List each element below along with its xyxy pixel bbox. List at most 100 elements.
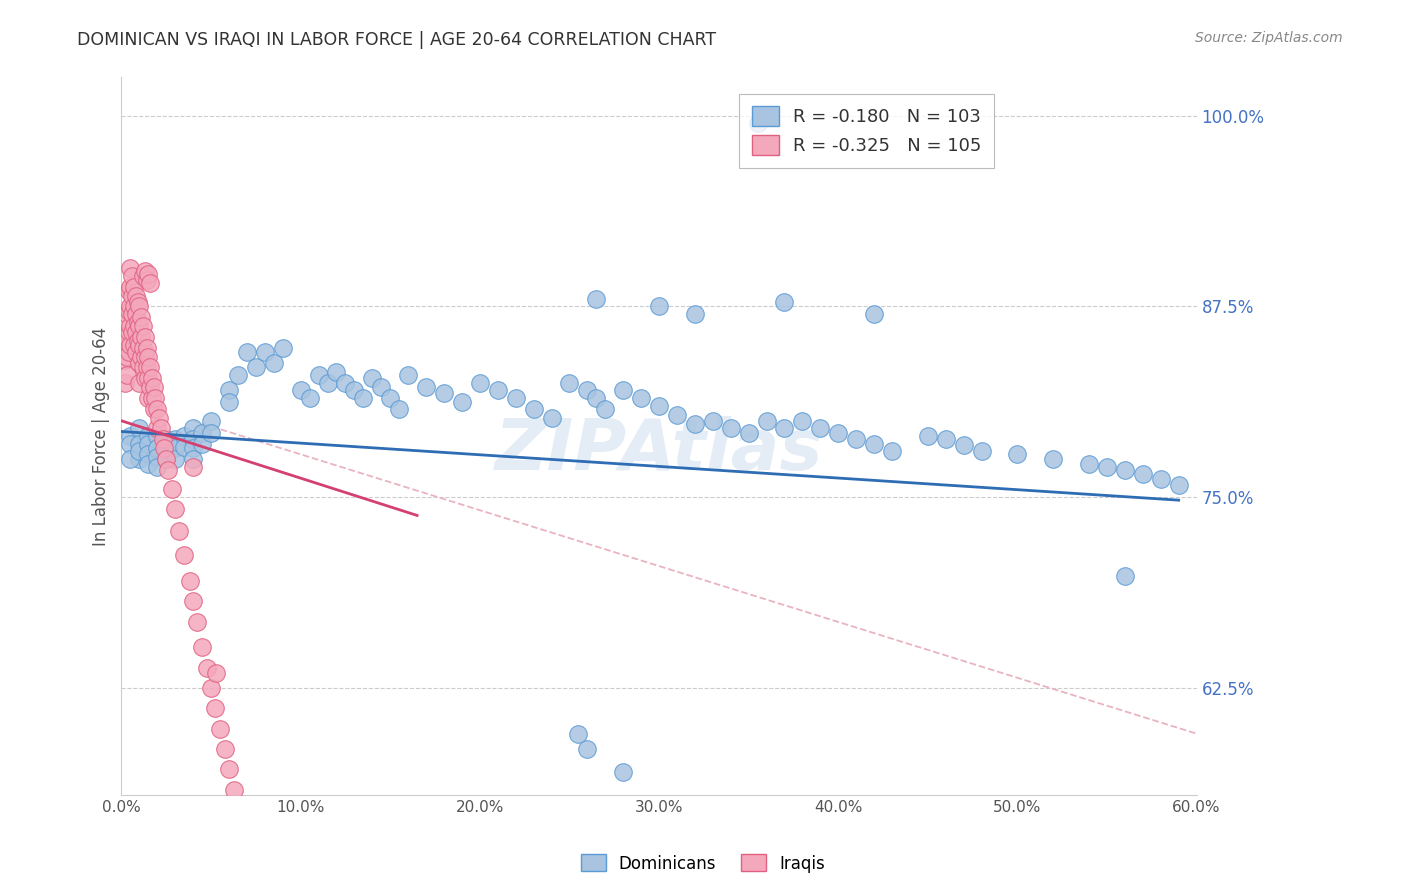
Point	[134, 330, 156, 344]
Point	[218, 762, 240, 776]
Point	[720, 421, 742, 435]
Point	[388, 401, 411, 416]
Point	[335, 376, 357, 390]
Point	[191, 436, 214, 450]
Point	[1078, 457, 1101, 471]
Point	[173, 440, 195, 454]
Point	[117, 284, 139, 298]
Point	[181, 432, 204, 446]
Point	[1150, 472, 1173, 486]
Point	[204, 700, 226, 714]
Point	[120, 436, 142, 450]
Point	[173, 429, 195, 443]
Point	[139, 360, 162, 375]
Point	[245, 360, 267, 375]
Point	[145, 391, 167, 405]
Point	[128, 452, 150, 467]
Point	[121, 288, 143, 302]
Point	[117, 304, 139, 318]
Point	[863, 436, 886, 450]
Point	[132, 341, 155, 355]
Point	[115, 368, 138, 382]
Point	[970, 444, 993, 458]
Point	[134, 371, 156, 385]
Point	[352, 391, 374, 405]
Point	[361, 371, 384, 385]
Point	[117, 326, 139, 340]
Point	[146, 401, 169, 416]
Point	[200, 425, 222, 440]
Point	[136, 391, 159, 405]
Point	[186, 615, 208, 630]
Point	[115, 330, 138, 344]
Point	[120, 452, 142, 467]
Point	[665, 408, 688, 422]
Point	[120, 279, 142, 293]
Point	[702, 414, 724, 428]
Point	[558, 376, 581, 390]
Point	[120, 429, 142, 443]
Point	[935, 432, 957, 446]
Point	[808, 421, 831, 435]
Point	[115, 307, 138, 321]
Point	[136, 457, 159, 471]
Point	[917, 429, 939, 443]
Point	[148, 410, 170, 425]
Point	[1114, 463, 1136, 477]
Point	[451, 395, 474, 409]
Point	[325, 365, 347, 379]
Point	[181, 459, 204, 474]
Point	[167, 524, 190, 538]
Point	[173, 548, 195, 562]
Point	[128, 444, 150, 458]
Point	[236, 345, 259, 359]
Point	[191, 425, 214, 440]
Point	[139, 380, 162, 394]
Point	[1007, 447, 1029, 461]
Point	[142, 401, 165, 416]
Point	[1095, 459, 1118, 474]
Point	[135, 360, 157, 375]
Point	[120, 261, 142, 276]
Point	[290, 384, 312, 398]
Point	[115, 350, 138, 364]
Point	[648, 299, 671, 313]
Point	[1042, 452, 1064, 467]
Point	[132, 319, 155, 334]
Point	[129, 350, 152, 364]
Point	[122, 279, 145, 293]
Point	[755, 414, 778, 428]
Point	[146, 429, 169, 443]
Point	[567, 726, 589, 740]
Point	[128, 319, 150, 334]
Point	[129, 310, 152, 324]
Point	[648, 399, 671, 413]
Point	[253, 345, 276, 359]
Point	[468, 376, 491, 390]
Text: ZIPAtlas: ZIPAtlas	[495, 416, 824, 485]
Point	[683, 307, 706, 321]
Point	[181, 442, 204, 456]
Point	[114, 376, 136, 390]
Point	[146, 459, 169, 474]
Point	[232, 818, 254, 832]
Legend: R = -0.180   N = 103, R = -0.325   N = 105: R = -0.180 N = 103, R = -0.325 N = 105	[740, 94, 994, 168]
Point	[236, 838, 259, 852]
Point	[122, 299, 145, 313]
Point	[128, 299, 150, 313]
Point	[585, 391, 607, 405]
Point	[197, 661, 219, 675]
Point	[128, 376, 150, 390]
Point	[134, 350, 156, 364]
Point	[125, 326, 148, 340]
Point	[792, 414, 814, 428]
Point	[153, 442, 176, 456]
Point	[129, 330, 152, 344]
Point	[128, 337, 150, 351]
Point	[121, 268, 143, 283]
Point	[128, 421, 150, 435]
Point	[263, 356, 285, 370]
Point	[191, 640, 214, 654]
Point	[125, 288, 148, 302]
Point	[135, 273, 157, 287]
